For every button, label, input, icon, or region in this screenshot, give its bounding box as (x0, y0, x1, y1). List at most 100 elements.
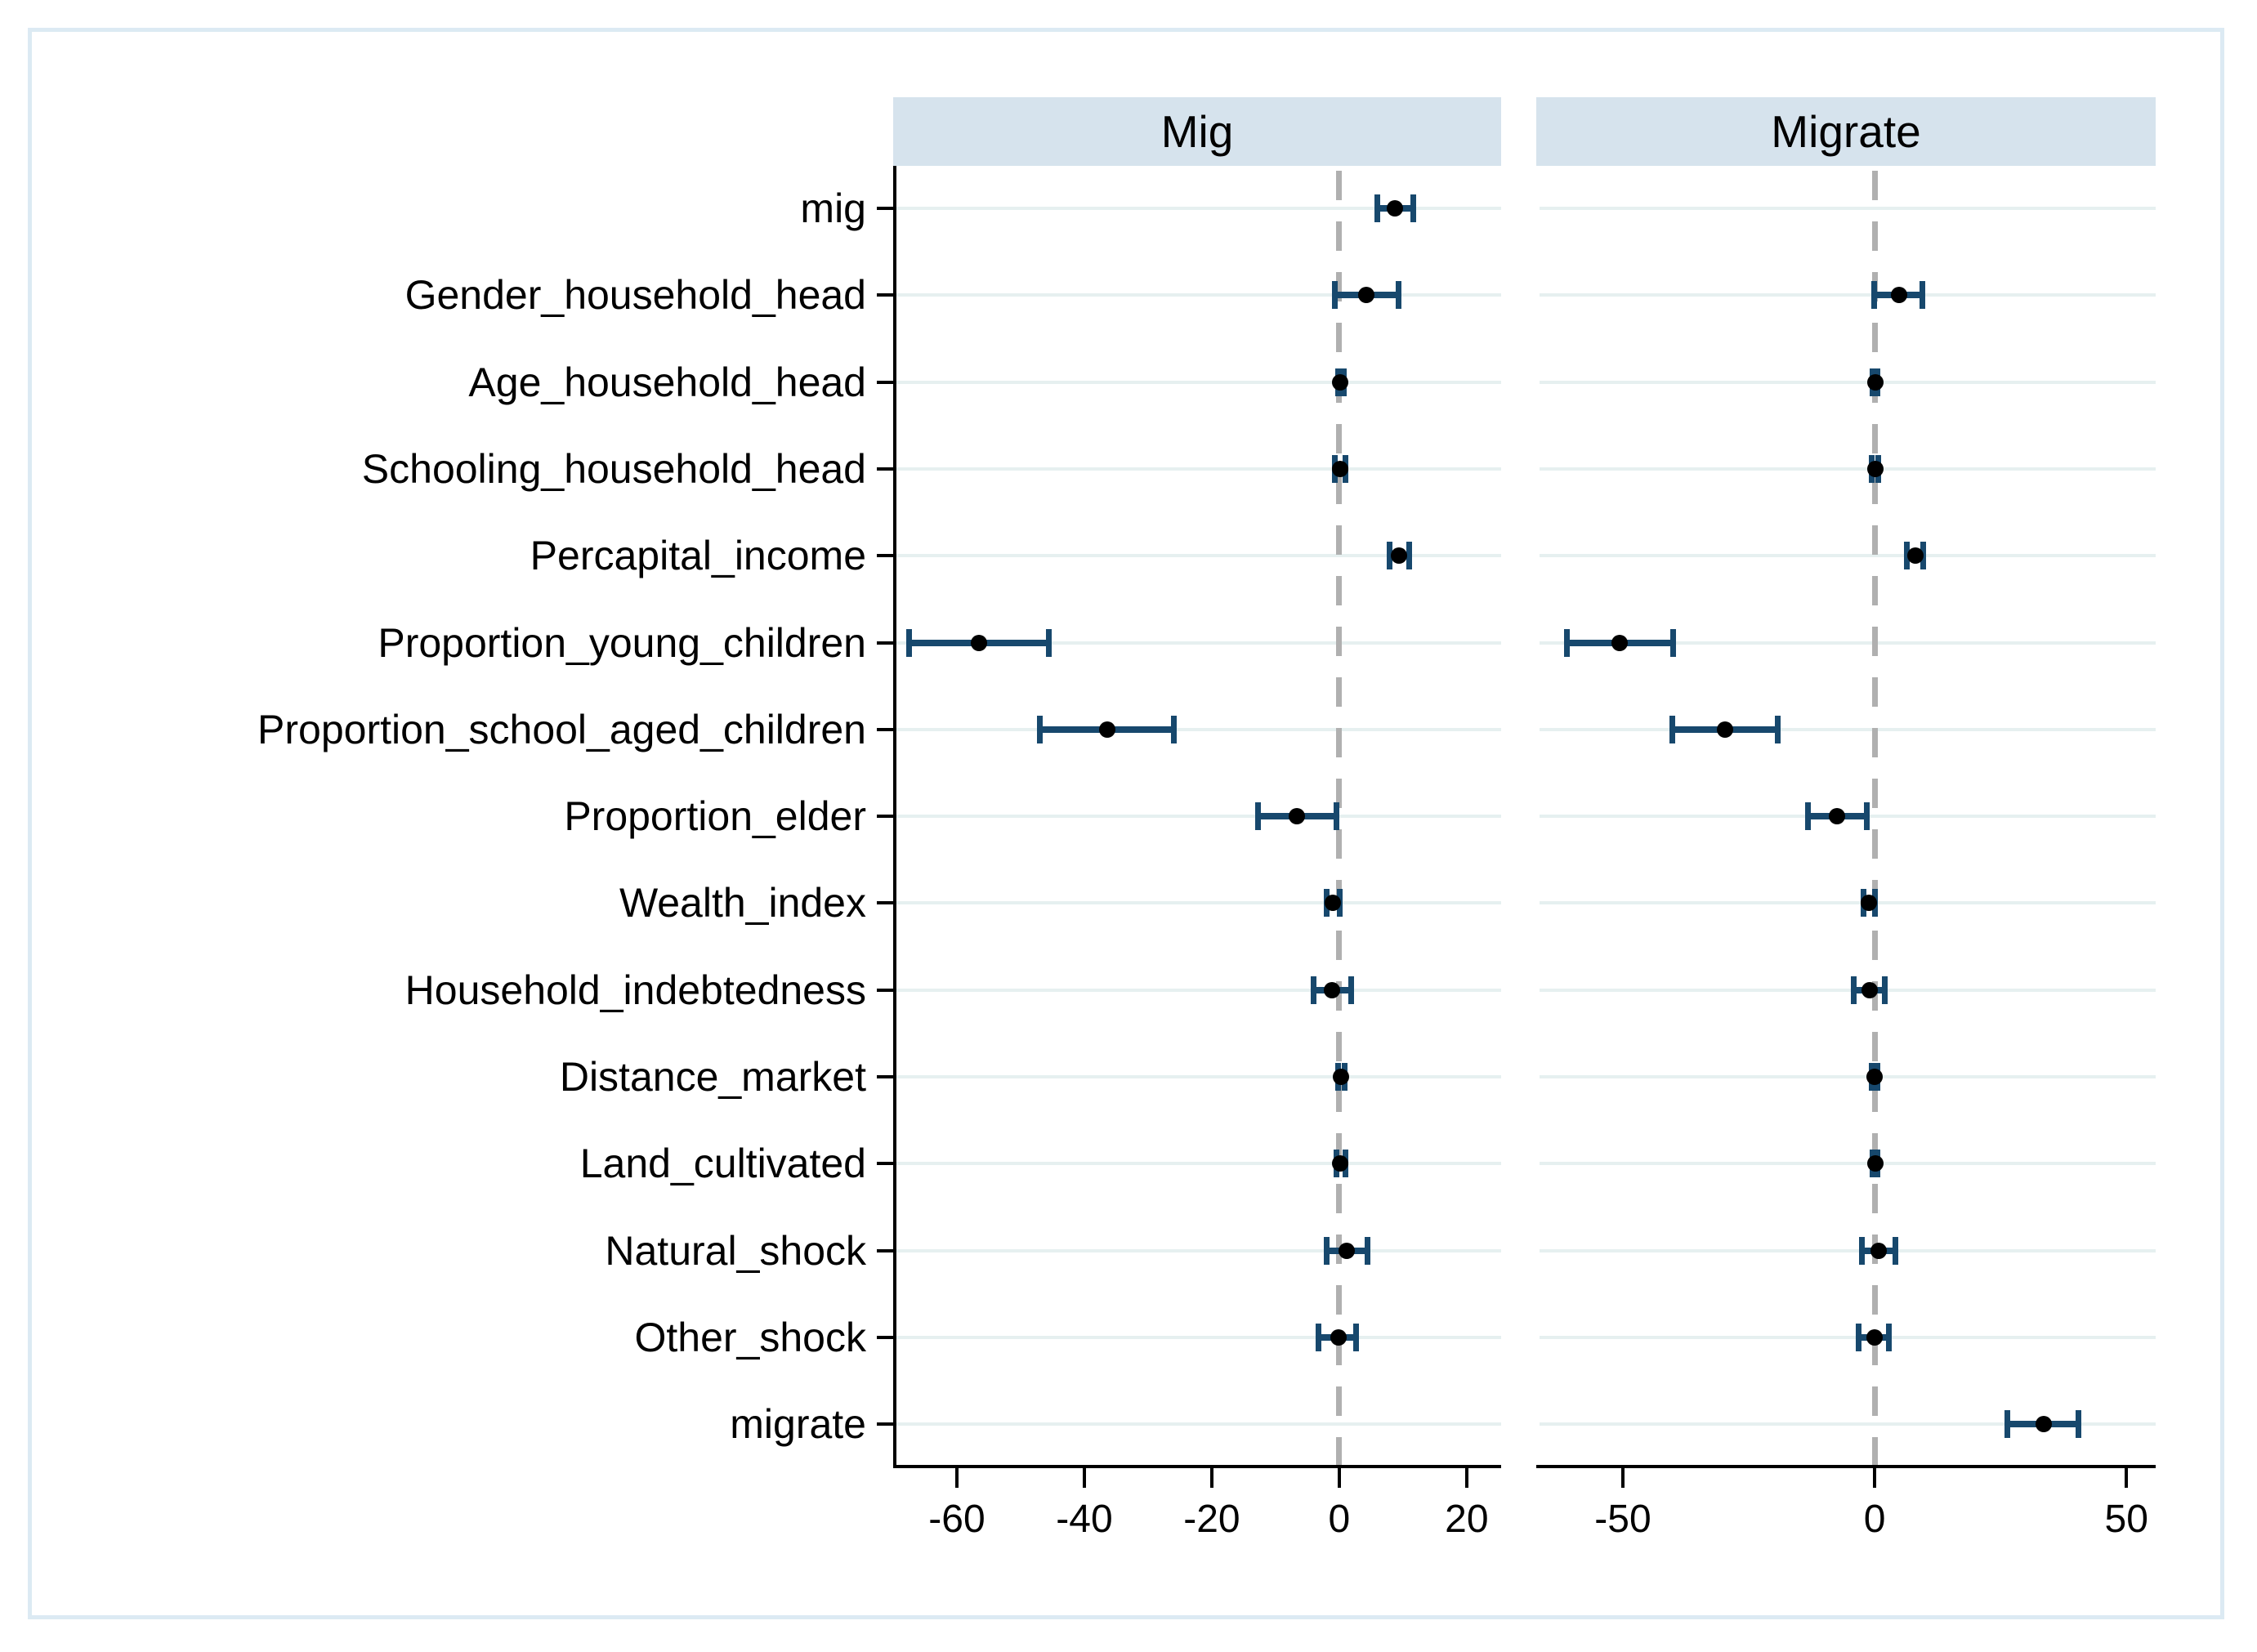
point-estimate (1099, 721, 1116, 738)
y-tick (877, 293, 896, 297)
category-label: Percapital_income (530, 533, 866, 579)
row-gridline (896, 1248, 1501, 1252)
category-label: mig (800, 185, 866, 231)
x-tick-label: -50 (1594, 1498, 1651, 1541)
category-label: Schooling_household_head (361, 445, 866, 492)
error-bar-cap-right (1410, 194, 1417, 222)
row-gridline (1540, 380, 2156, 384)
point-estimate (1391, 547, 1408, 565)
error-bar-cap-right (1406, 542, 1412, 570)
category-label: migrate (730, 1401, 866, 1448)
row-gridline (896, 1335, 1501, 1339)
x-tick-label: 20 (1445, 1498, 1489, 1541)
error-bar-cap-right (1670, 628, 1677, 657)
y-tick (877, 988, 896, 992)
error-bar-cap-right (1920, 281, 1926, 310)
error-bar-cap-right (1365, 1236, 1370, 1265)
row-gridline (896, 815, 1501, 819)
point-estimate (1386, 200, 1403, 217)
category-label: Proportion_elder (564, 793, 866, 840)
point-estimate (1339, 1242, 1356, 1259)
row-gridline (1540, 901, 2156, 905)
row-gridline (896, 901, 1501, 905)
y-tick (877, 1335, 896, 1339)
x-tick-label: -20 (1183, 1498, 1240, 1541)
row-gridline (1540, 554, 2156, 558)
error-bar-cap-right (1046, 628, 1053, 657)
figure-border (28, 28, 2224, 1619)
y-tick (877, 1422, 896, 1427)
row-gridline (1540, 1422, 2156, 1427)
row-gridline (896, 1422, 1501, 1427)
x-tick (2125, 1468, 2129, 1488)
error-bar-cap-right (1882, 976, 1888, 1004)
x-tick-label: 0 (1328, 1498, 1351, 1541)
point-estimate (1717, 721, 1734, 738)
error-bar-cap-left (1037, 715, 1044, 743)
error-bar-cap-left (1859, 1236, 1866, 1265)
point-estimate (1332, 373, 1349, 391)
point-estimate (1332, 1155, 1349, 1172)
category-label: Household_indebtedness (404, 967, 866, 1013)
point-estimate (1907, 547, 1924, 565)
category-label: Age_household_head (468, 359, 866, 405)
point-estimate (1828, 808, 1845, 825)
error-bar-cap-left (1563, 628, 1570, 657)
error-bar-cap-left (1870, 281, 1877, 310)
row-gridline (896, 380, 1501, 384)
row-gridline (1540, 641, 2156, 645)
point-estimate (1891, 287, 1908, 304)
point-estimate (2035, 1416, 2052, 1433)
x-tick (954, 1468, 959, 1488)
x-tick (1464, 1468, 1468, 1488)
row-gridline (896, 641, 1501, 645)
row-gridline (1540, 293, 2156, 297)
x-tick (1209, 1468, 1213, 1488)
row-gridline (1540, 207, 2156, 210)
category-label: Natural_shock (605, 1227, 866, 1274)
x-tick-label: 50 (2104, 1498, 2148, 1541)
point-estimate (1866, 460, 1884, 477)
row-gridline (1540, 1075, 2156, 1078)
error-bar-cap-left (1331, 281, 1338, 310)
error-bar-cap-right (1347, 976, 1354, 1004)
x-axis-line (1536, 1465, 2156, 1468)
error-bar-cap-left (2004, 1410, 2011, 1439)
point-estimate (1289, 808, 1306, 825)
panel-header: Migrate (1536, 97, 2156, 166)
point-estimate (1332, 460, 1349, 477)
row-gridline (896, 207, 1501, 210)
row-gridline (896, 467, 1501, 471)
error-bar-cap-right (1863, 802, 1870, 831)
y-tick (877, 1248, 896, 1252)
y-tick (877, 554, 896, 558)
error-bar-cap-left (1310, 976, 1316, 1004)
category-label: Wealth_index (619, 880, 866, 926)
y-tick (877, 727, 896, 731)
point-estimate (1330, 1328, 1347, 1346)
zero-reference-line (1336, 171, 1343, 1465)
category-label: Proportion_school_aged_children (257, 706, 866, 752)
x-axis-line (893, 1465, 1501, 1468)
point-estimate (1870, 1242, 1888, 1259)
y-tick (877, 380, 896, 384)
category-label: Land_cultivated (579, 1141, 866, 1187)
x-tick-label: 0 (1863, 1498, 1886, 1541)
point-estimate (1866, 1328, 1883, 1346)
row-gridline (1540, 727, 2156, 731)
point-estimate (1325, 895, 1342, 912)
category-label: Other_shock (634, 1314, 866, 1360)
error-bar-cap-left (1255, 802, 1262, 831)
row-gridline (1540, 1248, 2156, 1252)
error-bar-cap-left (1386, 542, 1392, 570)
error-bar-cap-right (1352, 1323, 1359, 1351)
error-bar-cap-right (1396, 281, 1402, 310)
row-gridline (896, 1075, 1501, 1078)
panel-header: Mig (893, 97, 1501, 166)
error-bar-cap-right (1893, 1236, 1898, 1265)
row-gridline (896, 293, 1501, 297)
point-estimate (1866, 1069, 1884, 1085)
x-tick-label: -40 (1056, 1498, 1113, 1541)
